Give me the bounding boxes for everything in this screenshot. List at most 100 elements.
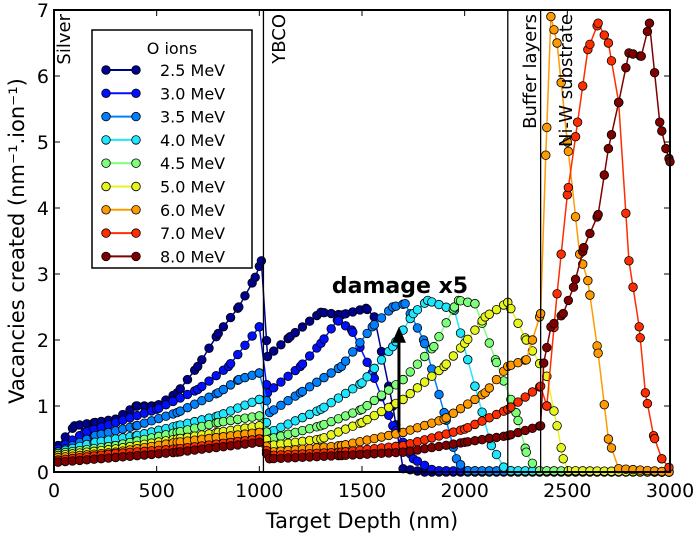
data-point (412, 305, 423, 315)
data-point (506, 303, 516, 314)
data-point (549, 406, 559, 416)
data-point (193, 361, 203, 372)
data-point (419, 351, 430, 362)
layer-label: Ni-W substrate (556, 14, 577, 147)
data-point (333, 393, 344, 403)
data-point (542, 342, 552, 353)
data-point (362, 400, 372, 411)
data-point (369, 363, 380, 374)
x-tick-label: 1000 (235, 480, 283, 502)
data-point (542, 401, 552, 411)
data-point (484, 309, 495, 319)
data-point (357, 378, 367, 388)
legend-marker (131, 228, 141, 238)
data-point (376, 406, 387, 417)
data-point (484, 383, 495, 393)
data-point (546, 11, 556, 22)
data-point (463, 334, 473, 345)
data-point (290, 327, 300, 338)
data-point (448, 351, 459, 361)
data-point (434, 332, 444, 342)
data-point (276, 340, 286, 350)
legend-label: 5.0 MeV (160, 178, 225, 197)
layer-label: YBCO (269, 14, 290, 65)
data-point (197, 381, 207, 392)
data-point (642, 26, 653, 37)
data-point (376, 355, 387, 365)
legend-marker (101, 205, 111, 215)
legend-marker (101, 181, 111, 192)
y-tick-label: 5 (37, 132, 49, 154)
legend-label: 6.0 MeV (160, 201, 225, 220)
data-point (312, 377, 322, 387)
x-tick-label: 1500 (338, 480, 386, 502)
data-point (269, 405, 279, 415)
data-point (640, 388, 651, 398)
data-point (572, 117, 583, 127)
data-point (521, 355, 531, 365)
data-point (628, 282, 638, 292)
legend-marker (131, 158, 141, 168)
data-point (599, 170, 609, 180)
data-point (340, 388, 351, 399)
data-point (563, 295, 574, 306)
data-point (405, 367, 415, 377)
data-point (527, 335, 538, 345)
data-point (599, 399, 609, 410)
data-point (319, 402, 329, 413)
data-point (563, 182, 574, 193)
data-point (348, 327, 358, 337)
legend-marker (131, 88, 141, 99)
data-point (197, 355, 207, 365)
data-point (400, 299, 410, 309)
data-point (283, 371, 293, 382)
legend-item: 4.5 MeV (101, 154, 225, 173)
data-point (585, 39, 595, 50)
data-point (376, 390, 387, 400)
data-point (256, 256, 267, 266)
data-point (513, 318, 523, 328)
data-point (233, 349, 243, 360)
legend-item: 4.0 MeV (101, 131, 225, 150)
data-point (240, 291, 250, 301)
data-point (269, 346, 279, 356)
data-point (655, 117, 665, 127)
y-tick-label: 7 (37, 0, 49, 22)
data-point (348, 384, 358, 394)
data-point (419, 377, 430, 387)
data-point (225, 359, 236, 369)
data-point (558, 454, 568, 464)
data-point (552, 421, 562, 431)
data-point (552, 289, 562, 299)
data-point (552, 38, 562, 48)
x-axis-label: Target Depth (nm) (265, 509, 458, 533)
x-tick-label: 2000 (440, 480, 488, 502)
legend-label: 8.0 MeV (160, 247, 225, 266)
data-point (383, 385, 394, 395)
data-point (362, 357, 372, 367)
data-point (513, 397, 523, 407)
legend-label: 3.0 MeV (160, 84, 225, 103)
x-tick-label: 3000 (646, 480, 694, 502)
legend-marker (131, 111, 141, 122)
data-point (506, 402, 516, 412)
data-point (441, 318, 451, 328)
data-point (513, 415, 523, 426)
data-point (419, 338, 430, 349)
data-point (491, 449, 502, 460)
y-tick-label: 6 (37, 66, 49, 88)
y-tick-label: 1 (37, 396, 49, 418)
layer-label: Buffer layers (520, 14, 541, 129)
data-point (634, 322, 644, 332)
data-point (362, 372, 372, 382)
data-point (254, 437, 265, 448)
data-point (441, 413, 451, 423)
data-point (484, 338, 495, 348)
legend-item: 3.0 MeV (101, 84, 225, 103)
data-point (599, 30, 609, 40)
data-point (297, 386, 308, 397)
data-point (593, 18, 603, 28)
data-point (585, 228, 595, 239)
legend-label: 7.0 MeV (160, 224, 225, 243)
